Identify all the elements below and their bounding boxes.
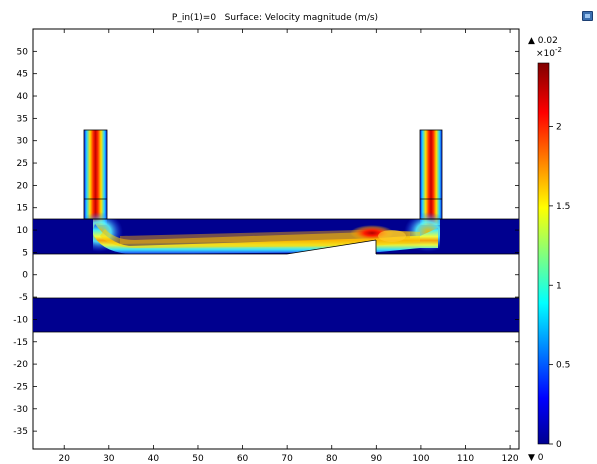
domain-outlines [33,129,519,333]
colorbar-tick-label: 0.5 [556,361,570,371]
colorbar-multiplier-base: ×10 [536,49,555,59]
x-tick-label: 40 [148,454,160,464]
x-tick-label: 50 [192,454,204,464]
y-tick-label: 30 [17,137,29,147]
y-tick-label: -30 [13,405,28,415]
x-axis: 20 30 40 50 60 70 80 90 100 110 120 [58,29,519,464]
y-tick-label: 0 [22,271,28,281]
x-tick-label: 110 [457,454,474,464]
x-tick-label: 120 [501,454,518,464]
plot-title: P_in(1)=0 Surface: Velocity magnitude (m… [172,13,378,23]
colorbar-ticks: 2 1.5 1 0.5 0 [549,123,570,450]
x-tick-label: 90 [371,454,383,464]
colorbar-tick-label: 0 [556,440,562,450]
lower-channel [33,298,519,332]
y-tick-label: 10 [17,226,29,236]
y-tick-label: 5 [22,248,28,258]
x-tick-label: 70 [281,454,293,464]
y-tick-label: -25 [13,382,28,392]
x-tick-label: 20 [58,454,70,464]
y-tick-label: 40 [17,92,29,102]
y-tick-label: 15 [17,204,28,214]
colorbar-max-label: ▲ 0.02 [528,36,558,46]
y-tick-label: -20 [13,360,28,370]
colorbar [537,62,550,445]
colorbar-multiplier-exponent: -2 [555,46,562,54]
colorbar-tick-label: 1 [556,281,562,291]
y-tick-label: -35 [13,427,28,437]
y-tick-label: 35 [17,114,28,124]
flow-field [33,130,519,254]
colorbar-min-label: ▼ 0 [528,453,544,463]
x-tick-label: 30 [103,454,115,464]
colorbar-tick-label: 2 [556,123,562,133]
y-tick-label: -10 [13,315,28,325]
y-tick-label: 20 [17,181,29,191]
y-tick-label: 45 [17,70,28,80]
colorbar-tick-label: 1.5 [556,202,570,212]
y-tick-label: -15 [13,338,28,348]
left-pipe-flow [84,130,107,225]
y-tick-label: 25 [17,159,28,169]
y-tick-label: -5 [19,293,28,303]
x-tick-label: 80 [326,454,338,464]
colorbar-multiplier: ×10-2 [536,46,562,59]
right-pipe-flow [420,130,442,225]
app-icon[interactable] [582,11,593,21]
y-tick-label: 50 [17,47,29,57]
x-tick-label: 60 [237,454,249,464]
x-tick-label: 100 [412,454,429,464]
